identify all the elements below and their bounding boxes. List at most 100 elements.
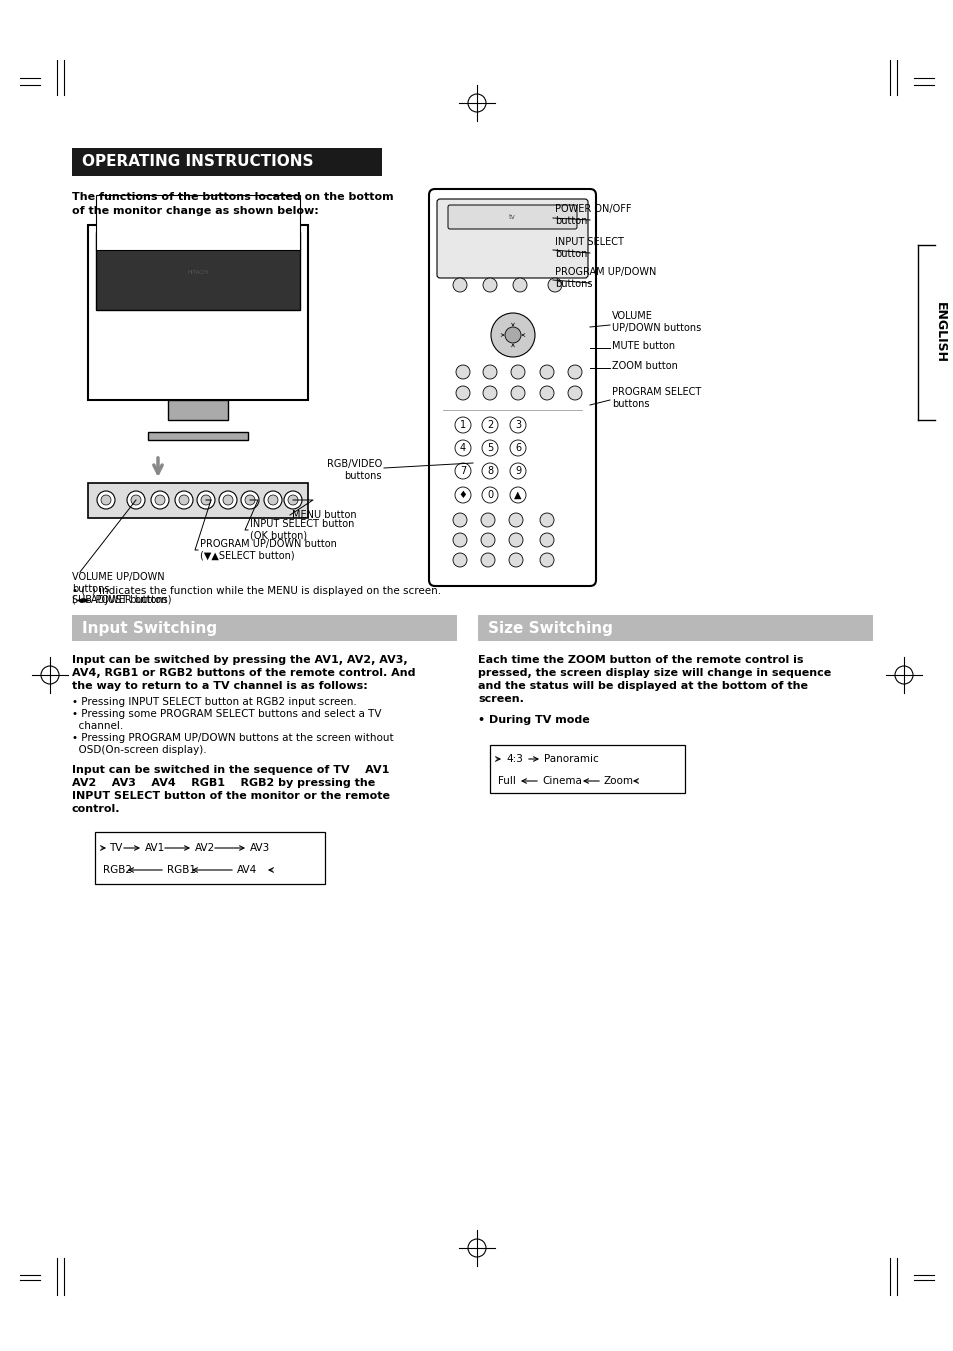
Text: Input can be switched in the sequence of TV    AV1: Input can be switched in the sequence of… — [71, 765, 389, 775]
Circle shape — [174, 490, 193, 509]
Text: ▲: ▲ — [514, 490, 521, 500]
Text: Full: Full — [497, 775, 516, 786]
Text: RGB/VIDEO
buttons: RGB/VIDEO buttons — [327, 459, 381, 481]
Text: AV4, RGB1 or RGB2 buttons of the remote control. And: AV4, RGB1 or RGB2 buttons of the remote … — [71, 667, 416, 678]
Circle shape — [481, 440, 497, 457]
Circle shape — [480, 513, 495, 527]
Circle shape — [481, 417, 497, 434]
Text: ♦: ♦ — [458, 490, 467, 500]
Circle shape — [453, 513, 467, 527]
Circle shape — [154, 494, 165, 505]
Circle shape — [539, 513, 554, 527]
Text: pressed, the screen display size will change in sequence: pressed, the screen display size will ch… — [477, 667, 830, 678]
Circle shape — [509, 553, 522, 567]
Circle shape — [151, 490, 169, 509]
Circle shape — [539, 534, 554, 547]
Circle shape — [127, 490, 145, 509]
Circle shape — [196, 490, 214, 509]
Bar — [96, 195, 299, 250]
Text: 4: 4 — [459, 443, 466, 453]
Text: 4:3: 4:3 — [505, 754, 522, 765]
Circle shape — [455, 417, 471, 434]
Text: VOLUME UP/DOWN
buttons
(◄►ADJUST buttons): VOLUME UP/DOWN buttons (◄►ADJUST buttons… — [71, 571, 172, 605]
Circle shape — [510, 440, 525, 457]
Circle shape — [245, 494, 254, 505]
Circle shape — [179, 494, 189, 505]
Text: • Pressing PROGRAM UP/DOWN buttons at the screen without: • Pressing PROGRAM UP/DOWN buttons at th… — [71, 734, 394, 743]
FancyBboxPatch shape — [429, 189, 596, 586]
Text: Size Switching: Size Switching — [488, 620, 612, 635]
Circle shape — [456, 365, 470, 380]
Text: SUB-POWER button: SUB-POWER button — [71, 594, 167, 605]
Circle shape — [453, 278, 467, 292]
Circle shape — [509, 513, 522, 527]
Circle shape — [201, 494, 211, 505]
Text: 1: 1 — [459, 420, 466, 430]
Text: of the monitor change as shown below:: of the monitor change as shown below: — [71, 205, 318, 216]
Circle shape — [539, 553, 554, 567]
Text: • During TV mode: • During TV mode — [477, 715, 589, 725]
Circle shape — [510, 486, 525, 503]
Circle shape — [455, 440, 471, 457]
Circle shape — [504, 327, 520, 343]
Bar — [490, 744, 684, 793]
Bar — [96, 232, 299, 309]
Circle shape — [511, 365, 524, 380]
Bar — [88, 226, 308, 400]
Circle shape — [511, 386, 524, 400]
Text: TV: TV — [109, 843, 122, 852]
Text: 3: 3 — [515, 420, 520, 430]
Circle shape — [480, 553, 495, 567]
Circle shape — [567, 386, 581, 400]
Circle shape — [131, 494, 141, 505]
Bar — [148, 432, 248, 440]
Circle shape — [539, 365, 554, 380]
Text: PROGRAM SELECT
buttons: PROGRAM SELECT buttons — [612, 388, 700, 409]
Bar — [95, 832, 325, 884]
Circle shape — [219, 490, 236, 509]
Circle shape — [482, 365, 497, 380]
Text: 0: 0 — [486, 490, 493, 500]
Circle shape — [264, 490, 282, 509]
Text: and the status will be displayed at the bottom of the: and the status will be displayed at the … — [477, 681, 807, 690]
Text: Each time the ZOOM button of the remote control is: Each time the ZOOM button of the remote … — [477, 655, 802, 665]
Circle shape — [101, 494, 111, 505]
FancyBboxPatch shape — [436, 199, 587, 278]
Bar — [168, 400, 228, 420]
Circle shape — [453, 553, 467, 567]
Bar — [71, 615, 456, 640]
Circle shape — [480, 534, 495, 547]
Text: PROGRAM UP/DOWN
buttons: PROGRAM UP/DOWN buttons — [555, 267, 656, 289]
Circle shape — [288, 494, 297, 505]
Text: 9: 9 — [515, 466, 520, 476]
Circle shape — [509, 534, 522, 547]
Text: OSD(On-screen display).: OSD(On-screen display). — [71, 744, 207, 755]
Text: channel.: channel. — [71, 721, 123, 731]
Text: the way to return to a TV channel is as follows:: the way to return to a TV channel is as … — [71, 681, 367, 690]
Circle shape — [453, 534, 467, 547]
Text: • Pressing some PROGRAM SELECT buttons and select a TV: • Pressing some PROGRAM SELECT buttons a… — [71, 709, 381, 719]
Text: OPERATING INSTRUCTIONS: OPERATING INSTRUCTIONS — [82, 154, 314, 169]
Text: RGB1: RGB1 — [167, 865, 195, 875]
Circle shape — [482, 278, 497, 292]
Circle shape — [455, 486, 471, 503]
Text: 7: 7 — [459, 466, 466, 476]
Text: tv: tv — [508, 213, 515, 220]
Circle shape — [567, 365, 581, 380]
Text: PROGRAM UP/DOWN button
(▼▲SELECT button): PROGRAM UP/DOWN button (▼▲SELECT button) — [200, 539, 336, 561]
Text: 6: 6 — [515, 443, 520, 453]
Circle shape — [491, 313, 535, 357]
Text: Input can be switched by pressing the AV1, AV2, AV3,: Input can be switched by pressing the AV… — [71, 655, 407, 665]
Bar — [477, 615, 872, 640]
Circle shape — [456, 386, 470, 400]
Text: control.: control. — [71, 804, 120, 815]
Circle shape — [510, 417, 525, 434]
Text: screen.: screen. — [477, 694, 523, 704]
Circle shape — [510, 463, 525, 480]
FancyBboxPatch shape — [448, 205, 577, 230]
Text: Zoom: Zoom — [603, 775, 634, 786]
Text: ZOOM button: ZOOM button — [612, 361, 678, 372]
Circle shape — [268, 494, 277, 505]
Text: ENGLISH: ENGLISH — [933, 301, 945, 362]
Circle shape — [481, 463, 497, 480]
